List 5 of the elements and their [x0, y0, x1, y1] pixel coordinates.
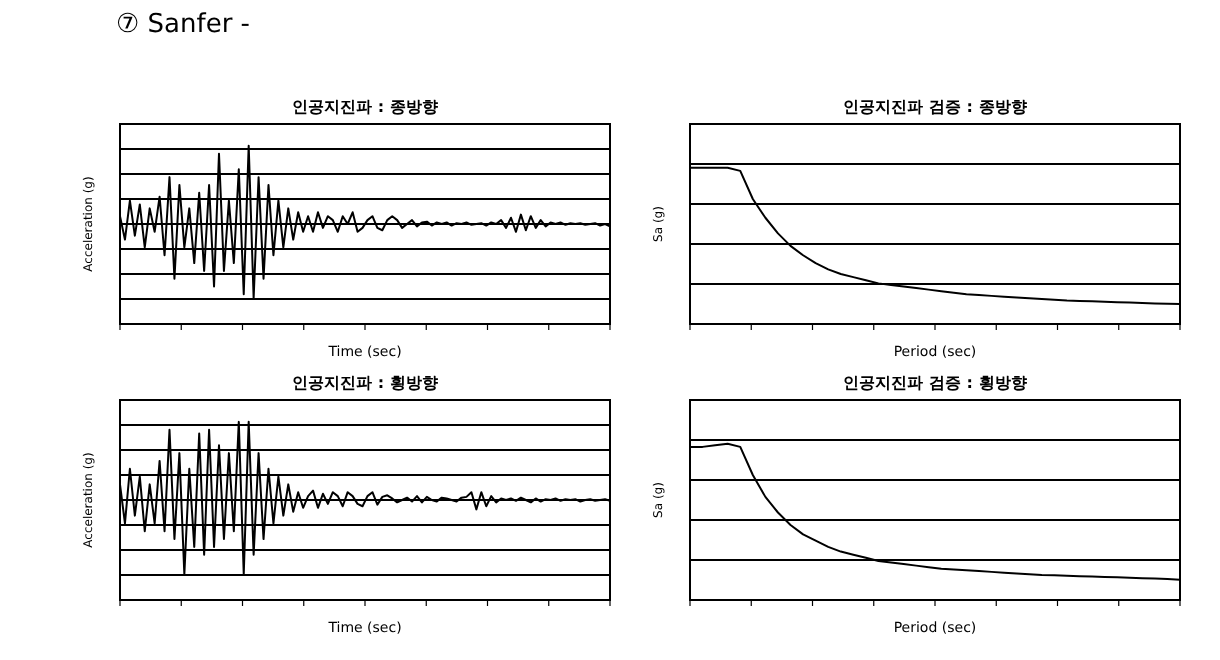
- chart-title: 인공지진파 : 종방향: [292, 98, 438, 116]
- chart-title: 인공지진파 검증 : 종방향: [843, 98, 1027, 116]
- chart-title: 인공지진파 검증 : 횡방향: [843, 374, 1027, 392]
- text: ⑦ Sanfer -: [116, 10, 251, 40]
- chart-title: 인공지진파 : 횡방향: [292, 374, 438, 392]
